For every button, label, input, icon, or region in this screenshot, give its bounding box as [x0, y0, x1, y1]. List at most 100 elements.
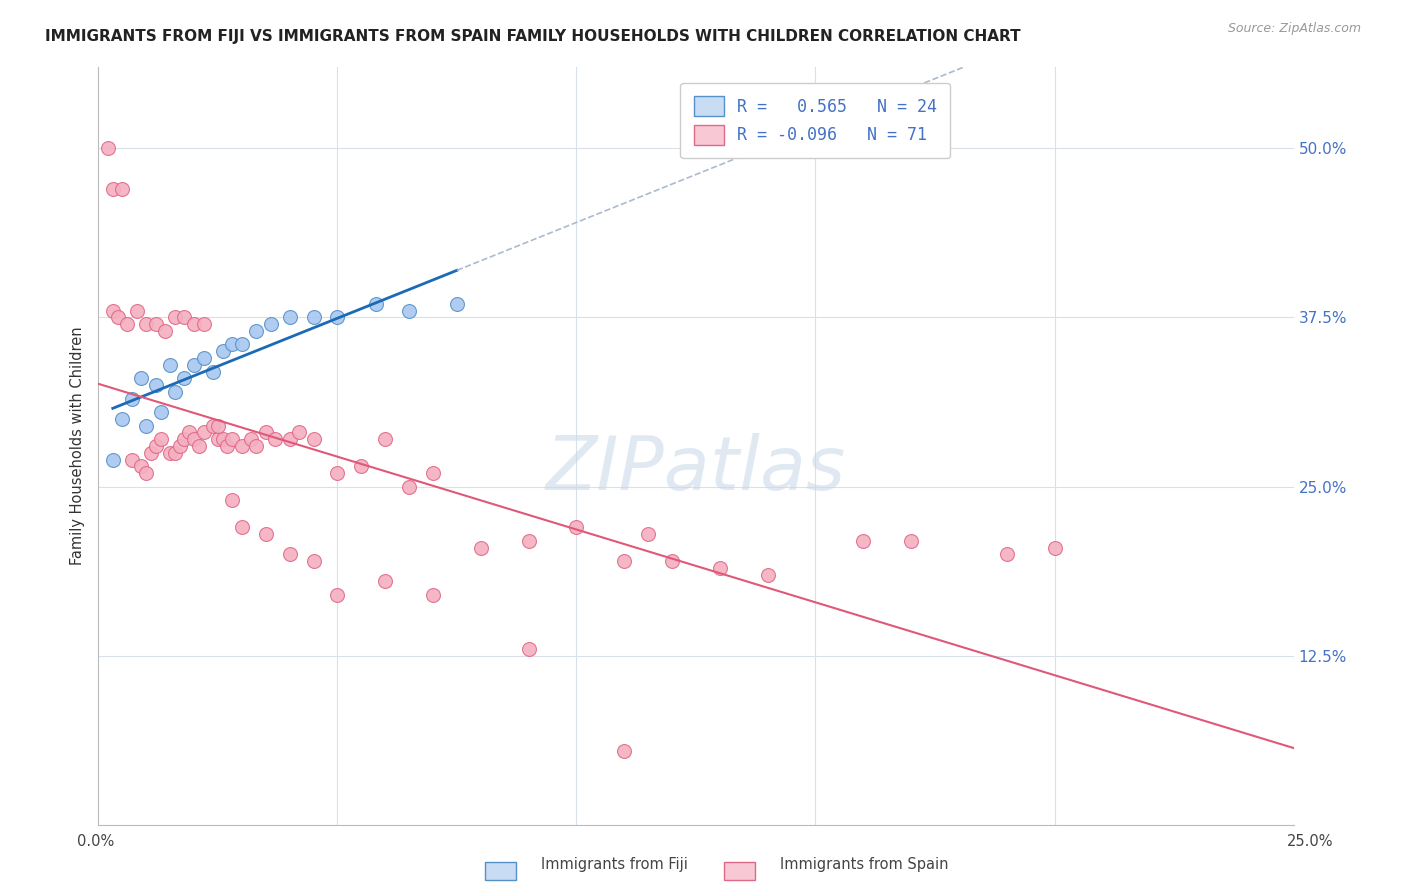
Point: [131, 371, 153, 385]
Point: [446, 297, 468, 311]
Point: [637, 527, 659, 541]
Point: [163, 384, 186, 399]
Point: [211, 432, 233, 446]
Point: [183, 317, 205, 331]
Point: [193, 351, 215, 365]
Point: [221, 337, 243, 351]
Point: [661, 554, 683, 568]
Point: [159, 446, 181, 460]
Point: [398, 480, 420, 494]
Point: [278, 432, 301, 446]
Point: [565, 520, 588, 534]
Point: [288, 425, 311, 440]
Text: 0.0%: 0.0%: [77, 834, 114, 848]
Text: Immigrants from Spain: Immigrants from Spain: [780, 857, 949, 871]
Legend: R =   0.565   N = 24, R = -0.096   N = 71: R = 0.565 N = 24, R = -0.096 N = 71: [681, 83, 950, 159]
Point: [121, 452, 143, 467]
Point: [202, 365, 225, 379]
Point: [163, 446, 186, 460]
Point: [183, 432, 205, 446]
Text: ZIPatlas: ZIPatlas: [546, 433, 846, 505]
Point: [179, 425, 201, 440]
Point: [398, 303, 420, 318]
Point: [264, 432, 287, 446]
Point: [364, 297, 387, 311]
Point: [517, 533, 540, 548]
Point: [101, 182, 124, 196]
Point: [111, 412, 134, 426]
Point: [173, 432, 195, 446]
Point: [163, 310, 186, 325]
Point: [107, 310, 129, 325]
Point: [193, 317, 215, 331]
Text: Source: ZipAtlas.com: Source: ZipAtlas.com: [1227, 22, 1361, 36]
Point: [231, 337, 253, 351]
Point: [1043, 541, 1066, 555]
Point: [709, 561, 731, 575]
Point: [240, 432, 263, 446]
Point: [613, 554, 636, 568]
Point: [278, 547, 301, 561]
Point: [613, 744, 636, 758]
Point: [231, 439, 253, 453]
Point: [326, 310, 349, 325]
Point: [470, 541, 492, 555]
Point: [231, 520, 253, 534]
Point: [101, 452, 124, 467]
Point: [135, 418, 157, 433]
Point: [302, 310, 325, 325]
Point: [135, 466, 157, 480]
Point: [374, 432, 396, 446]
Point: [131, 459, 153, 474]
Point: [245, 439, 267, 453]
Point: [211, 344, 233, 359]
Point: [278, 310, 301, 325]
Point: [173, 371, 195, 385]
Point: [202, 418, 225, 433]
Point: [254, 425, 277, 440]
Point: [756, 567, 779, 582]
Point: [254, 527, 277, 541]
Point: [145, 439, 167, 453]
Text: IMMIGRANTS FROM FIJI VS IMMIGRANTS FROM SPAIN FAMILY HOUSEHOLDS WITH CHILDREN CO: IMMIGRANTS FROM FIJI VS IMMIGRANTS FROM …: [45, 29, 1021, 44]
Point: [374, 574, 396, 589]
Point: [169, 439, 191, 453]
Point: [245, 324, 267, 338]
Point: [221, 493, 243, 508]
Point: [145, 378, 167, 392]
Point: [302, 432, 325, 446]
Point: [259, 317, 281, 331]
Point: [207, 418, 229, 433]
Point: [149, 432, 172, 446]
Point: [187, 439, 209, 453]
Text: 25.0%: 25.0%: [1286, 834, 1334, 848]
Point: [193, 425, 215, 440]
Point: [121, 392, 143, 406]
Point: [125, 303, 148, 318]
Point: [173, 310, 195, 325]
Point: [422, 588, 444, 602]
Point: [155, 324, 177, 338]
Point: [517, 642, 540, 657]
Point: [149, 405, 172, 419]
Point: [145, 317, 167, 331]
Point: [852, 533, 875, 548]
Point: [995, 547, 1018, 561]
Point: [139, 446, 162, 460]
Point: [115, 317, 138, 331]
Text: Immigrants from Fiji: Immigrants from Fiji: [541, 857, 688, 871]
Point: [900, 533, 922, 548]
Point: [159, 358, 181, 372]
Point: [183, 358, 205, 372]
Point: [135, 317, 157, 331]
Point: [207, 432, 229, 446]
Y-axis label: Family Households with Children: Family Households with Children: [70, 326, 86, 566]
Point: [350, 459, 373, 474]
Point: [302, 554, 325, 568]
Point: [111, 182, 134, 196]
Point: [422, 466, 444, 480]
Point: [326, 466, 349, 480]
Point: [217, 439, 239, 453]
Point: [221, 432, 243, 446]
Point: [97, 141, 120, 155]
